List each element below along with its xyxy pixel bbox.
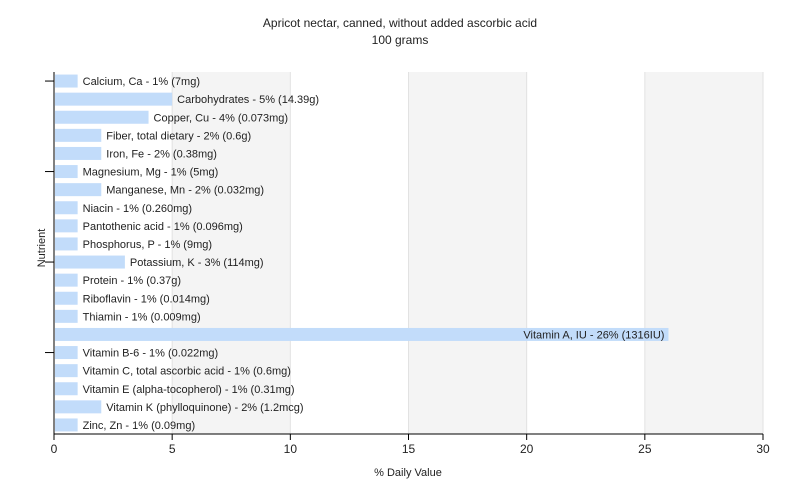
bar: [55, 146, 102, 160]
bar-label: Vitamin A, IU - 26% (1316IU): [523, 329, 664, 341]
bar: [55, 165, 78, 179]
bar-label: Calcium, Ca - 1% (7mg): [83, 76, 200, 88]
x-tick-label: 0: [51, 442, 58, 456]
bar: [55, 364, 78, 378]
bar: [55, 309, 78, 323]
bar: [55, 418, 78, 432]
bar-label: Riboflavin - 1% (0.014mg): [83, 293, 210, 305]
bar: [55, 400, 102, 414]
bar-label: Thiamin - 1% (0.009mg): [83, 311, 201, 323]
x-tick-label: 25: [638, 442, 652, 456]
bar-label: Magnesium, Mg - 1% (5mg): [83, 167, 219, 179]
bar-label: Phosphorus, P - 1% (9mg): [83, 239, 212, 251]
bar: [55, 183, 102, 197]
bar-label: Fiber, total dietary - 2% (0.6g): [106, 130, 251, 142]
bar: [55, 291, 78, 305]
bar: [55, 219, 78, 233]
bar: [55, 128, 102, 142]
bar-label: Vitamin B-6 - 1% (0.022mg): [83, 348, 219, 360]
bar-label: Potassium, K - 3% (114mg): [130, 257, 264, 269]
chart-title: Apricot nectar, canned, without added as…: [263, 16, 537, 30]
bar-label: Protein - 1% (0.37g): [83, 275, 181, 287]
plot-band: [644, 72, 763, 434]
x-tick-label: 5: [169, 442, 176, 456]
x-tick-label: 30: [756, 442, 770, 456]
bar: [55, 237, 78, 251]
bar: [55, 255, 125, 269]
x-ticks: 0 5 10 15 20 25 30: [51, 434, 770, 456]
bar: [55, 92, 173, 106]
chart-subtitle: 100 grams: [372, 33, 429, 47]
bar-label: Manganese, Mn - 2% (0.032mg): [106, 185, 264, 197]
bar: [55, 273, 78, 287]
plot-band: [172, 72, 291, 434]
plot-band: [526, 72, 645, 434]
bar-label: Vitamin E (alpha-tocopherol) - 1% (0.31m…: [83, 384, 295, 396]
x-axis-title: % Daily Value: [374, 467, 442, 479]
bar-label: Copper, Cu - 4% (0.073mg): [154, 112, 289, 124]
bar-label: Carbohydrates - 5% (14.39g): [177, 94, 319, 106]
plot-band: [54, 72, 173, 434]
bar: [55, 382, 78, 396]
x-tick-label: 20: [520, 442, 534, 456]
y-axis-title: Nutrient: [36, 229, 48, 268]
bar-label: Vitamin K (phylloquinone) - 2% (1.2mcg): [106, 402, 303, 414]
plot-band: [290, 72, 409, 434]
plot-background: [54, 72, 763, 434]
bar-label: Iron, Fe - 2% (0.38mg): [106, 148, 217, 160]
bar: [55, 201, 78, 215]
x-tick-label: 10: [284, 442, 298, 456]
bar: [55, 327, 669, 341]
bar-label: Vitamin C, total ascorbic acid - 1% (0.6…: [83, 366, 291, 378]
bar: [55, 74, 78, 88]
bar-label: Zinc, Zn - 1% (0.09mg): [83, 420, 195, 432]
gridlines: [171, 72, 764, 434]
plot-band: [408, 72, 527, 434]
x-tick-label: 15: [402, 442, 416, 456]
bar: [55, 346, 78, 360]
bar-label: Pantothenic acid - 1% (0.096mg): [83, 221, 243, 233]
bar-label: Niacin - 1% (0.260mg): [83, 203, 192, 215]
bar: [55, 110, 149, 124]
bars: Calcium, Ca - 1% (7mg) Carbohydrates - 5%…: [55, 74, 669, 432]
